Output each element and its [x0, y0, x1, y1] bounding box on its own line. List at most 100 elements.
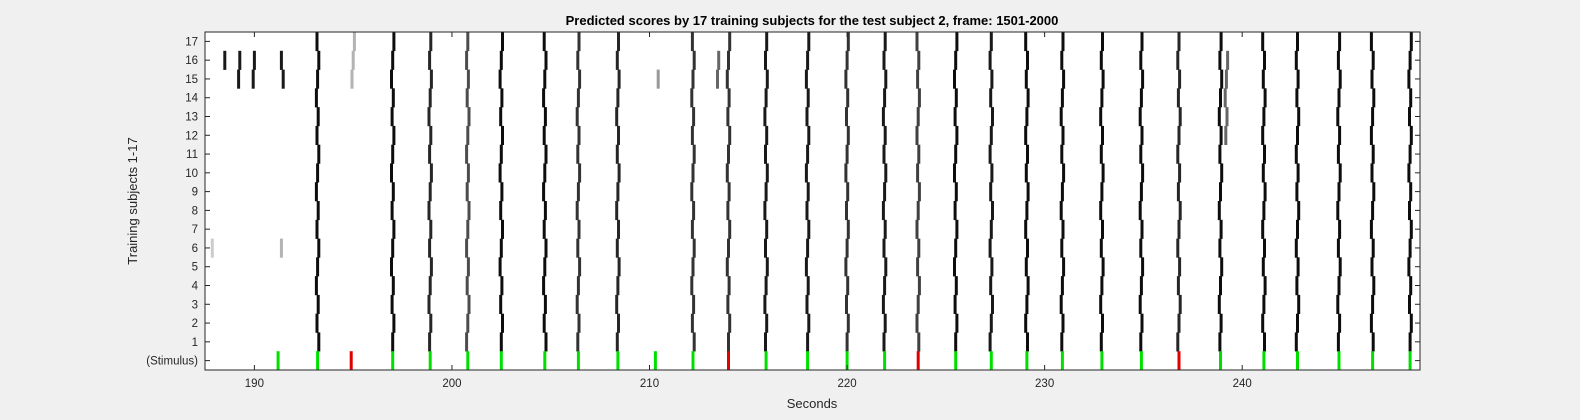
response-cell: [1295, 88, 1299, 108]
response-cell: [1026, 238, 1029, 258]
response-cell: [844, 69, 848, 89]
response-cell: [845, 50, 849, 70]
response-cell: [990, 257, 994, 277]
response-cell: [577, 313, 581, 333]
response-cell: [1409, 219, 1413, 239]
stimulus-correct-cell: [764, 351, 768, 370]
response-cell: [499, 144, 503, 164]
response-cell: [499, 238, 503, 258]
response-cell: [917, 276, 921, 296]
response-cell: [616, 276, 620, 296]
response-cell: [1177, 125, 1181, 145]
response-cell: [846, 32, 850, 52]
response-cell: [501, 219, 504, 239]
response-cell: [391, 50, 395, 70]
response-cell: [1024, 32, 1028, 52]
response-cell: [1407, 163, 1411, 183]
response-cell: [1025, 294, 1029, 314]
response-cell: [1407, 69, 1411, 89]
response-cell: [1226, 50, 1230, 70]
y-tick-label: 11: [186, 149, 198, 161]
response-cell: [1370, 69, 1374, 89]
response-cell: [881, 294, 885, 314]
stimulus-correct-cell: [954, 351, 958, 370]
response-cell: [1408, 294, 1411, 314]
response-cell: [727, 88, 731, 108]
heatmap-cells: [210, 32, 1413, 370]
response-cell: [617, 313, 620, 333]
response-cell: [691, 257, 695, 277]
stimulus-correct-cell: [1025, 351, 1029, 370]
response-cell: [391, 238, 395, 258]
response-cell: [542, 313, 546, 333]
response-cell: [1178, 69, 1182, 89]
response-cell: [845, 201, 848, 221]
response-cell: [915, 219, 919, 239]
response-cell: [428, 238, 432, 258]
response-cell: [1409, 313, 1413, 333]
response-cell: [501, 313, 504, 333]
response-cell: [806, 332, 810, 352]
response-cell: [690, 32, 694, 52]
response-cell: [1026, 276, 1030, 296]
response-cell: [351, 50, 355, 70]
response-cell: [991, 294, 994, 314]
response-cell: [1261, 163, 1265, 183]
response-cell: [1336, 294, 1340, 314]
response-cell: [1101, 257, 1105, 277]
response-cell: [1178, 107, 1182, 127]
response-cell: [1370, 257, 1374, 277]
response-cell: [691, 69, 695, 89]
response-cell: [1369, 219, 1373, 239]
response-cell: [429, 313, 433, 333]
response-cell: [1176, 88, 1180, 108]
stimulus-correct-cell: [653, 351, 657, 370]
response-cell: [542, 219, 546, 239]
response-cell: [692, 294, 696, 314]
response-cell: [1138, 201, 1142, 221]
response-cell: [1295, 182, 1299, 202]
response-cell: [844, 257, 848, 277]
response-cell: [500, 88, 504, 108]
response-cell: [314, 276, 318, 296]
response-cell: [1225, 107, 1229, 127]
response-cell: [498, 257, 502, 277]
response-cell: [315, 313, 319, 333]
response-cell: [391, 144, 395, 164]
stimulus-correct-cell: [543, 351, 547, 370]
response-cell: [845, 144, 849, 164]
response-cell: [1099, 332, 1103, 352]
y-tick-label: 17: [185, 36, 198, 48]
response-cell: [390, 201, 394, 221]
response-cell: [1372, 88, 1376, 108]
response-cell: [989, 276, 993, 296]
response-cell: [954, 276, 958, 296]
response-cell: [1101, 32, 1104, 52]
response-cell: [883, 219, 887, 239]
response-cell: [1140, 125, 1144, 145]
response-cell: [1337, 88, 1341, 108]
response-cell: [1297, 201, 1301, 221]
response-cell: [428, 88, 432, 108]
response-cell: [1219, 32, 1223, 52]
response-cell: [989, 219, 993, 239]
response-cell: [1099, 50, 1103, 70]
response-cell: [915, 32, 919, 52]
response-cell: [1371, 50, 1375, 70]
response-cell: [467, 294, 471, 314]
stimulus-correct-cell: [276, 351, 280, 370]
response-cell: [1139, 50, 1143, 70]
response-cell: [315, 32, 319, 52]
response-cell: [1024, 219, 1028, 239]
response-cell: [1062, 163, 1066, 183]
response-cell: [465, 182, 469, 202]
response-cell: [576, 182, 580, 202]
response-cell: [1261, 257, 1265, 277]
response-cell: [807, 32, 811, 52]
response-cell: [617, 125, 620, 145]
response-cell: [728, 219, 732, 239]
response-cell: [1176, 182, 1180, 202]
response-cell: [543, 163, 547, 183]
response-cell: [543, 69, 547, 89]
response-cell: [726, 107, 730, 127]
